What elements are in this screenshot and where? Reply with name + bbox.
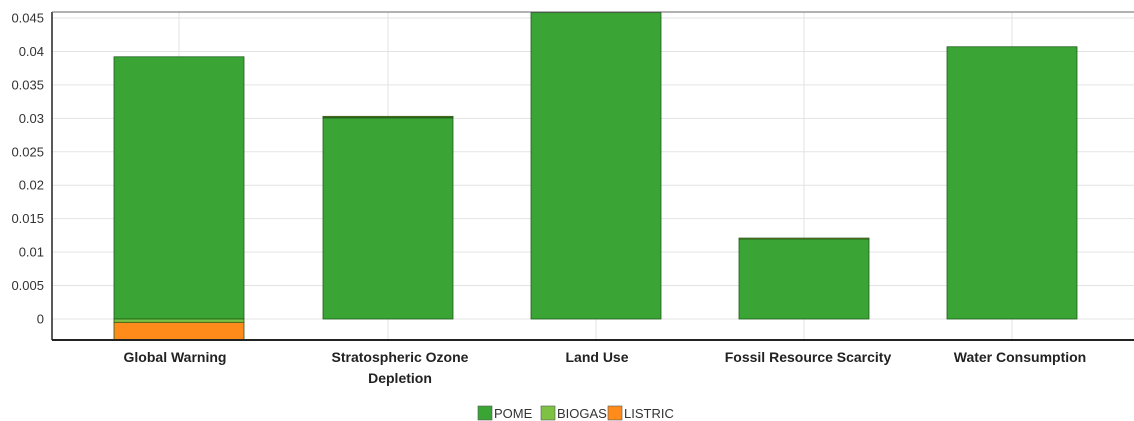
bar-segment-pome: [113, 56, 245, 320]
bar-segment-pome: [946, 46, 1078, 320]
x-category-label: Land Use: [565, 349, 628, 365]
y-tick-label: 0.035: [11, 77, 44, 92]
x-category-label: Global Warning: [124, 349, 227, 365]
bar-segment-pome: [738, 238, 870, 320]
legend-label-biogas: BIOGAS: [557, 406, 607, 421]
bar-segment-listric: [113, 321, 245, 341]
legend-swatch-pome: [477, 405, 493, 421]
x-category-label-line: Global Warning: [124, 349, 227, 365]
legend: POME BIOGAS LISTRIC: [477, 405, 674, 421]
legend-label-listric: LISTRIC: [624, 406, 674, 421]
x-category-label: Fossil Resource Scarcity: [725, 349, 892, 365]
y-tick-label: 0.005: [11, 278, 44, 293]
x-axis-labels: Global Warning Stratospheric Ozone Depleti…: [124, 349, 1087, 386]
y-tick-label: 0.025: [11, 144, 44, 159]
y-tick-label: 0.03: [19, 111, 44, 126]
x-category-label: Stratospheric Ozone Depletion: [332, 349, 469, 386]
bar-segment-pome: [322, 117, 454, 320]
y-tick-label: 0.015: [11, 211, 44, 226]
bar-segment-biogas: [113, 318, 245, 323]
y-tick-label: 0.02: [19, 178, 44, 193]
x-category-label-line: Depletion: [368, 370, 432, 386]
x-category-label-line: Water Consumption: [954, 349, 1086, 365]
y-tick-label: 0.01: [19, 245, 44, 260]
bar-segment-listric: [738, 237, 870, 240]
bar-segment-listric: [322, 115, 454, 118]
y-axis-ticks: 0 0.005 0.01 0.015 0.02 0.025 0.03 0.035 0.04 0.0…: [11, 11, 44, 327]
bar-segment-pome: [530, 12, 662, 320]
x-category-label-line: Land Use: [565, 349, 628, 365]
bars: [113, 12, 1078, 341]
x-category-label-line: Stratospheric Ozone: [332, 349, 469, 365]
axes: [51, 11, 1134, 341]
x-category-label-line: Fossil Resource Scarcity: [725, 349, 892, 365]
y-tick-label: 0: [37, 312, 44, 327]
legend-swatch-biogas: [540, 405, 556, 421]
y-tick-label: 0.04: [19, 44, 44, 59]
legend-swatch-listric: [607, 405, 623, 421]
y-tick-label: 0.045: [11, 11, 44, 26]
legend-label-pome: POME: [494, 406, 533, 421]
x-category-label: Water Consumption: [954, 349, 1086, 365]
